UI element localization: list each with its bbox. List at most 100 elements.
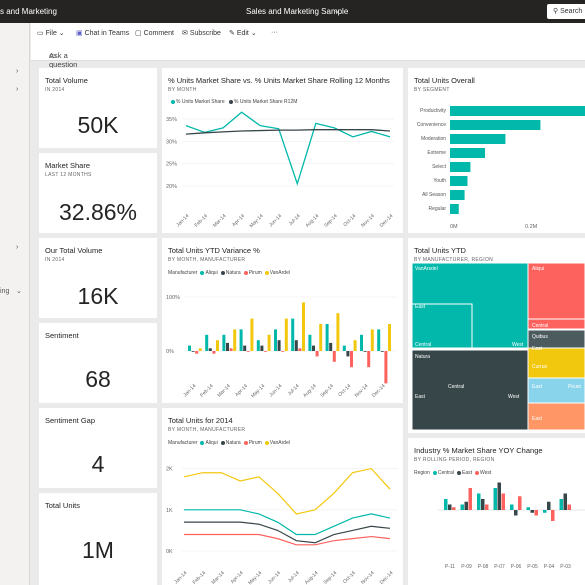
treemap-cell <box>527 347 585 379</box>
bar <box>510 504 514 510</box>
search-input[interactable]: ⚲ Search <box>547 4 585 19</box>
subscribe-button[interactable]: ✉ Subscribe <box>182 30 221 37</box>
bar <box>388 324 391 351</box>
tile-industry-yoy[interactable]: Industry % Market Share YOY Change BY RO… <box>408 438 585 585</box>
category-label: All Season <box>422 192 446 198</box>
legend-item[interactable]: Aliqui <box>205 440 218 446</box>
legend-item[interactable]: East <box>461 470 472 476</box>
category-label: Youth <box>433 178 446 184</box>
tile-market-share-chart[interactable]: % Units Market Share vs. % Units Market … <box>162 68 403 233</box>
file-menu[interactable]: ▭ File ⌄ <box>37 30 65 37</box>
legend-label: Manufacturer <box>168 440 198 446</box>
tile-subtitle: LAST 12 MONTHS <box>45 172 92 178</box>
x-tick-label: P-07 <box>494 564 505 570</box>
kpi-value: 50K <box>77 112 119 138</box>
bar <box>497 482 501 510</box>
bar <box>315 351 319 357</box>
tile-sentiment-gap[interactable]: Sentiment Gap 4 <box>39 408 157 488</box>
comment-button[interactable]: ▢ Comment <box>135 30 174 37</box>
chevron-down-icon[interactable]: ⌄ <box>334 8 340 15</box>
tile-ytd-variance[interactable]: Total Units YTD Variance % BY MONTH, MAN… <box>162 238 403 403</box>
x-tick-label: Feb-14 <box>194 213 210 229</box>
treemap-label: West <box>512 342 524 348</box>
market-share-line-chart: 35% 30% 25% 20% Jan-14 Feb-14 Mar-14 Apr-14 May-… <box>166 111 395 229</box>
x-tick-label: Apr-14 <box>230 570 245 585</box>
tile-units-overall[interactable]: Total Units Overall BY SEGMENT Productiv… <box>408 68 585 233</box>
top-bar: s and Marketing Sales and Marketing Samp… <box>0 0 585 23</box>
x-tick-label: Jul-14 <box>288 213 302 227</box>
bar <box>346 351 350 357</box>
treemap-label: VanArsdel <box>415 266 438 272</box>
chevron-right-icon[interactable]: › <box>16 86 19 93</box>
y-tick-label: 20% <box>166 184 177 190</box>
x-tick-label: Feb-14 <box>199 383 215 399</box>
bar <box>450 106 585 116</box>
treemap-label: West <box>508 394 520 400</box>
bar <box>226 342 229 351</box>
report-title[interactable]: Sales and Marketing Sample <box>246 7 349 16</box>
series-line <box>185 129 391 135</box>
treemap-label: East <box>415 394 426 400</box>
legend-item[interactable]: Natura <box>225 440 241 446</box>
treemap-label: Aliqui <box>532 266 544 272</box>
units-ytd-treemap: VanArsdel East Central West Aliqui Central Eas… <box>411 262 585 431</box>
y-tick-label: 30% <box>166 139 177 145</box>
series-line <box>184 533 391 546</box>
bar <box>551 510 555 521</box>
pencil-icon: ✎ <box>229 30 237 37</box>
qa-bar[interactable]: ▭ Ask a question about your data <box>31 43 585 96</box>
tile-sentiment[interactable]: Sentiment 68 <box>39 323 157 403</box>
tile-units-ytd[interactable]: Total Units YTD BY MANUFACTURER, REGION … <box>408 238 585 433</box>
legend-item[interactable]: Pirum <box>248 440 262 446</box>
kpi-value: 4 <box>91 451 105 477</box>
chevron-right-icon[interactable]: › <box>16 244 19 251</box>
x-tick-label: Jan-14 <box>173 570 188 585</box>
edit-button[interactable]: ✎ Edit ⌄ <box>229 30 257 37</box>
bar <box>514 510 518 516</box>
bar <box>198 348 202 351</box>
category-label: Select <box>432 164 447 170</box>
legend-label: Region <box>414 470 430 476</box>
bar <box>534 510 538 516</box>
chat-in-teams-button[interactable]: ▣ Chat in Teams <box>76 30 130 37</box>
chart-legend: % Units Market Share % Units Market Shar… <box>168 99 297 105</box>
x-tick-label: P-11 <box>445 564 455 570</box>
legend-item[interactable]: Aliqui <box>205 270 218 276</box>
chevron-right-icon[interactable]: › <box>16 68 19 75</box>
bar <box>450 190 465 200</box>
tile-units-2014[interactable]: Total Units for 2014 BY MONTH, MANUFACTU… <box>162 408 403 585</box>
bar <box>274 329 277 351</box>
tile-our-total-volume[interactable]: Our Total Volume IN 2014 16K <box>39 238 157 318</box>
tile-total-units[interactable]: Total Units 1M <box>39 493 157 585</box>
legend-item[interactable]: Pirum <box>248 270 262 276</box>
legend-label: Manufacturer <box>168 270 198 276</box>
chevron-down-icon[interactable]: ⌄ <box>16 288 22 295</box>
legend-item[interactable]: Natura <box>225 270 241 276</box>
tile-market-share[interactable]: Market Share LAST 12 MONTHS 32.86% <box>39 153 157 233</box>
kpi-value: 32.86% <box>58 199 137 225</box>
more-options-button[interactable]: ··· <box>271 29 278 36</box>
bar <box>267 334 271 351</box>
legend-item[interactable]: Central <box>437 470 454 476</box>
bar <box>450 204 459 214</box>
legend-item[interactable]: VanArdel <box>269 270 290 276</box>
legend-item[interactable]: VanArdel <box>269 440 290 446</box>
bar <box>205 334 209 351</box>
treemap-cell <box>411 349 529 431</box>
x-tick-label: Mar-14 <box>216 383 232 399</box>
tile-total-volume[interactable]: Total Volume IN 2014 50K <box>39 68 157 148</box>
x-tick-label: Dec-14 <box>371 383 387 399</box>
bar <box>277 340 281 351</box>
bar <box>312 345 315 351</box>
legend-dot <box>264 440 269 445</box>
legend-dot <box>220 440 225 445</box>
treemap-cell <box>527 318 585 330</box>
treemap-label: Central <box>448 384 464 390</box>
bar <box>452 507 456 510</box>
x-tick-label: 0M <box>450 224 458 230</box>
sidebar-item-label[interactable]: ing <box>0 288 10 295</box>
bar <box>350 351 353 368</box>
legend-item[interactable]: West <box>480 470 492 476</box>
comment-icon: ▢ <box>135 30 144 37</box>
chart-subtitle: BY MONTH <box>168 87 197 93</box>
